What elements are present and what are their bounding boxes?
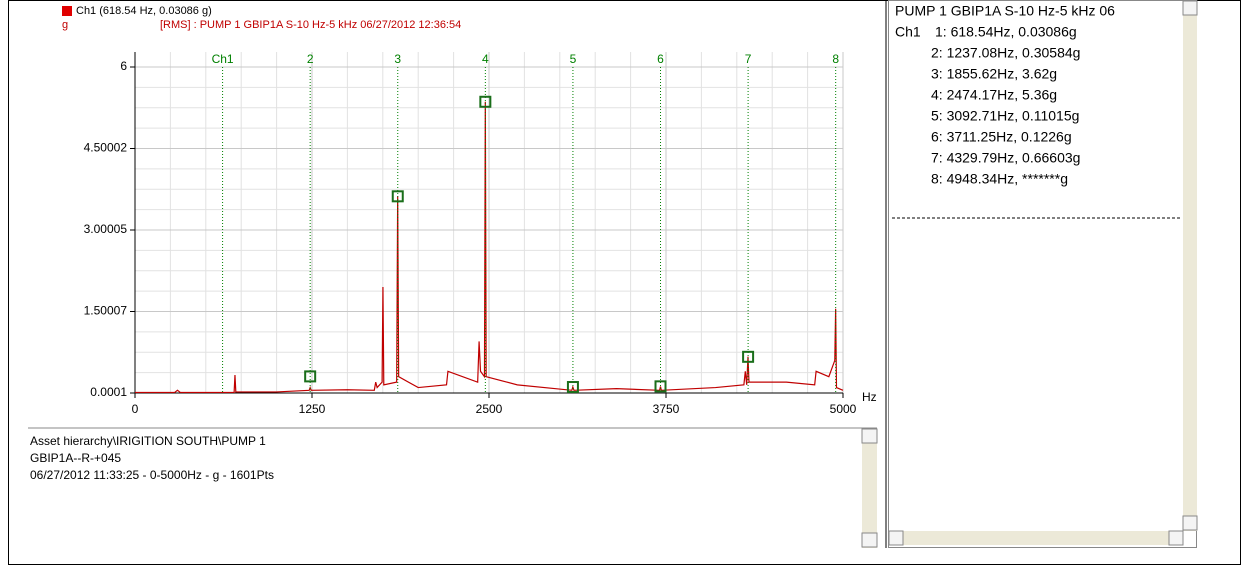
scroll-up[interactable] <box>861 428 878 444</box>
x-tick-label: 0 <box>132 402 139 416</box>
info-panel: Asset hierarchy\IRIGITION SOUTH\PUMP 1 GB… <box>30 434 274 482</box>
panel-line: 8: 4948.34Hz, *******g <box>931 171 1068 187</box>
peak-marker <box>654 380 667 393</box>
panel-line: 4: 2474.17Hz, 5.36g <box>931 87 1057 103</box>
y-tick-label: 3.00005 <box>84 222 128 236</box>
harmonic-label: 2 <box>307 52 314 66</box>
panel-list: 1: 618.54Hz, 0.03086g 2: 1237.08Hz, 0.305… <box>931 24 1080 187</box>
panel-scrollbar[interactable] <box>1183 1 1197 531</box>
peak-marker <box>742 350 755 363</box>
harmonic-label: 6 <box>657 52 664 66</box>
y-unit: g <box>62 19 68 31</box>
x-tick-label: 2500 <box>476 402 503 416</box>
scroll-up[interactable] <box>1182 0 1198 16</box>
y-tick-label: 4.50002 <box>84 141 128 155</box>
info-scrollbar[interactable] <box>862 429 877 548</box>
plot: 0 1250 2500 3750 5000 0.0001 1.50007 3.00005 4.5… <box>84 52 857 416</box>
harmonic-label: 4 <box>482 52 489 66</box>
panel-line: 5: 3092.71Hz, 0.11015g <box>931 108 1079 124</box>
harmonic-label: 8 <box>832 52 839 66</box>
panel-line: 1: 618.54Hz, 0.03086g <box>935 24 1077 40</box>
y-tick-label: 1.50007 <box>84 304 128 318</box>
legend-swatch <box>62 6 72 16</box>
panel-frame <box>888 0 1197 548</box>
panel-line: 7: 4329.79Hz, 0.66603g <box>931 150 1080 166</box>
spectrum-line <box>135 101 844 394</box>
x-tick-label: 3750 <box>653 402 680 416</box>
x-tick-label: 5000 <box>830 402 857 416</box>
panel-line: 6: 3711.25Hz, 0.1226g <box>931 129 1072 145</box>
legend-label: Ch1 (618.54 Hz, 0.03086 g) <box>76 5 212 17</box>
peak-marker <box>566 381 579 394</box>
harmonic-label: 5 <box>570 52 577 66</box>
panel-hscrollbar[interactable] <box>889 531 1183 545</box>
scroll-down[interactable] <box>1182 515 1198 531</box>
info-line: Asset hierarchy\IRIGITION SOUTH\PUMP 1 <box>30 434 266 448</box>
scroll-left[interactable] <box>888 530 904 546</box>
peak-marker <box>479 95 492 108</box>
harmonic-label: 3 <box>394 52 401 66</box>
y-tick-label: 6 <box>120 59 127 73</box>
peak-marker <box>304 370 317 383</box>
scroll-right[interactable] <box>1168 530 1184 546</box>
panel-channel: Ch1 <box>895 24 921 40</box>
panel-title: PUMP 1 GBIP1A S-10 Hz-5 kHz 06 <box>895 3 1115 19</box>
info-line: 06/27/2012 11:33:25 - 0-5000Hz - g - 160… <box>30 468 274 482</box>
x-tick-label: 1250 <box>299 402 326 416</box>
y-tick-label: 0.0001 <box>90 385 127 399</box>
harmonic-label: Ch1 <box>212 52 234 66</box>
panel-line: 2: 1237.08Hz, 0.30584g <box>931 45 1080 61</box>
scroll-down[interactable] <box>861 532 878 548</box>
info-line: GBIP1A--R-+045 <box>30 451 121 465</box>
x-axis-label: Hz <box>862 390 877 404</box>
panel-line: 3: 1855.62Hz, 3.62g <box>931 66 1057 82</box>
subtitle: [RMS] : PUMP 1 GBIP1A S-10 Hz-5 kHz 06/2… <box>160 19 461 31</box>
harmonic-label: 7 <box>745 52 752 66</box>
peak-marker <box>391 190 404 203</box>
